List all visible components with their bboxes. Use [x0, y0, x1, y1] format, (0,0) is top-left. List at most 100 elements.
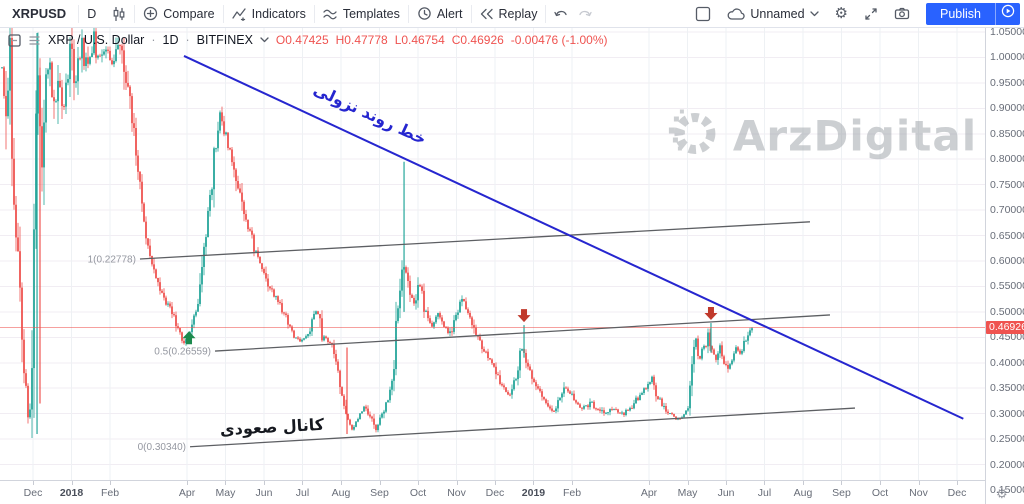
cloud-icon: [727, 7, 746, 21]
time-tick-mark: [494, 481, 496, 485]
time-tick-mark: [379, 481, 381, 485]
time-tick-mark: [71, 481, 73, 485]
legend-chevron-down-icon[interactable]: [260, 37, 269, 43]
gear-icon: ⚙: [834, 5, 848, 22]
chart-properties-button[interactable]: ⚙: [827, 0, 856, 27]
compare-label: Compare: [163, 6, 215, 21]
fib-channel-line[interactable]: [189, 407, 856, 448]
snapshot-button[interactable]: [886, 0, 918, 27]
arrow-up-marker[interactable]: [182, 331, 196, 345]
time-tick-label: Sep: [832, 487, 851, 499]
legend-interval: 1D: [162, 33, 179, 47]
time-tick-mark: [225, 481, 227, 485]
publish-button[interactable]: Publish: [926, 2, 995, 25]
chevron-down-icon: [809, 10, 819, 17]
save-layout-button[interactable]: Unnamed: [719, 0, 826, 27]
alert-clock-icon: [417, 6, 432, 21]
indicators-label: Indicators: [251, 6, 306, 21]
arrow-down-marker[interactable]: [704, 307, 718, 321]
fib-channel-line[interactable]: [139, 221, 811, 260]
legend-separator: ·: [185, 33, 190, 47]
time-tick-mark: [879, 481, 881, 485]
candlestick-style-icon: [112, 6, 126, 21]
separator: [222, 4, 224, 23]
time-tick-label: Jul: [295, 487, 310, 499]
last-price-badge: 0.46926: [986, 320, 1024, 334]
separator: [134, 4, 136, 23]
time-tick-label: Dec: [23, 487, 43, 499]
symbol-title[interactable]: XRP / U.S. Dollar: [48, 33, 145, 47]
collapse-panel-icon[interactable]: [8, 33, 21, 47]
price-tick-label: 1.05000: [990, 26, 1024, 38]
time-tick-label: Aug: [331, 487, 351, 499]
chart-pane[interactable]: 1(0.22778) 0.5(0.26559) 0(0.30340) ArzDigi…: [0, 28, 985, 480]
templates-button[interactable]: Templates: [315, 0, 408, 27]
compare-button[interactable]: Compare: [135, 0, 222, 27]
redo-button[interactable]: [576, 0, 600, 27]
undo-button[interactable]: [546, 0, 576, 27]
replay-button[interactable]: Replay: [472, 0, 546, 27]
time-tick-mark: [841, 481, 843, 485]
publish-idea-play-button[interactable]: [995, 2, 1020, 25]
time-tick-mark: [957, 481, 959, 485]
symbol-search-button[interactable]: XRPUSD: [12, 6, 67, 21]
time-axis[interactable]: Dec 2018 Feb Apr May Jun Jul Aug Sep Oct Nov Dec 201…: [0, 480, 985, 504]
replay-icon: [480, 8, 494, 20]
candlestick-chart[interactable]: 1(0.22778) 0.5(0.26559) 0(0.30340): [0, 28, 985, 480]
select-layout-button[interactable]: [687, 0, 719, 27]
time-tick-mark: [533, 481, 535, 485]
camera-icon: [894, 7, 910, 20]
time-tick-label: Jun: [255, 487, 273, 499]
alert-button[interactable]: Alert: [409, 0, 471, 27]
time-tick-mark: [302, 481, 304, 485]
time-tick-label: May: [215, 487, 236, 499]
time-tick-label: Apr: [178, 487, 196, 499]
play-circle-icon: [1001, 4, 1015, 23]
time-tick-mark: [110, 481, 112, 485]
fib-channel-line[interactable]: [214, 314, 830, 352]
layout-name-label: Unnamed: [750, 6, 805, 21]
descending-trendline[interactable]: [183, 55, 964, 420]
time-tick-label: May: [677, 487, 698, 499]
price-scale-gear-icon[interactable]: ⚙: [996, 486, 1008, 501]
time-tick-label: Oct: [409, 487, 427, 499]
time-tick-label: Jun: [717, 487, 735, 499]
legend-separator: ·: [151, 33, 156, 47]
fib-level-label: 1(0.22778): [88, 254, 136, 265]
templates-label: Templates: [342, 6, 400, 21]
chart-style-button[interactable]: [104, 0, 134, 27]
separator: [545, 4, 547, 23]
indicators-button[interactable]: Indicators: [224, 0, 314, 27]
time-tick-label: Apr: [640, 487, 658, 499]
arrow-down-marker[interactable]: [517, 309, 531, 323]
ohlc-high: H0.47778: [335, 33, 388, 47]
fullscreen-button[interactable]: [856, 0, 886, 27]
undo-icon: [554, 8, 568, 20]
time-tick-mark: [649, 481, 651, 485]
templates-icon: [323, 7, 338, 21]
time-tick-mark: [764, 481, 766, 485]
ohlc-open: O0.47425: [275, 33, 329, 47]
time-tick-mark: [726, 481, 728, 485]
time-tick-mark: [341, 481, 342, 485]
ohlc-change: -0.00476 (-1.00%): [510, 33, 608, 47]
interval-button[interactable]: D: [87, 6, 97, 21]
time-tick-mark: [187, 481, 189, 485]
legend-menu-icon[interactable]: [28, 34, 41, 47]
alert-label: Alert: [436, 6, 463, 21]
